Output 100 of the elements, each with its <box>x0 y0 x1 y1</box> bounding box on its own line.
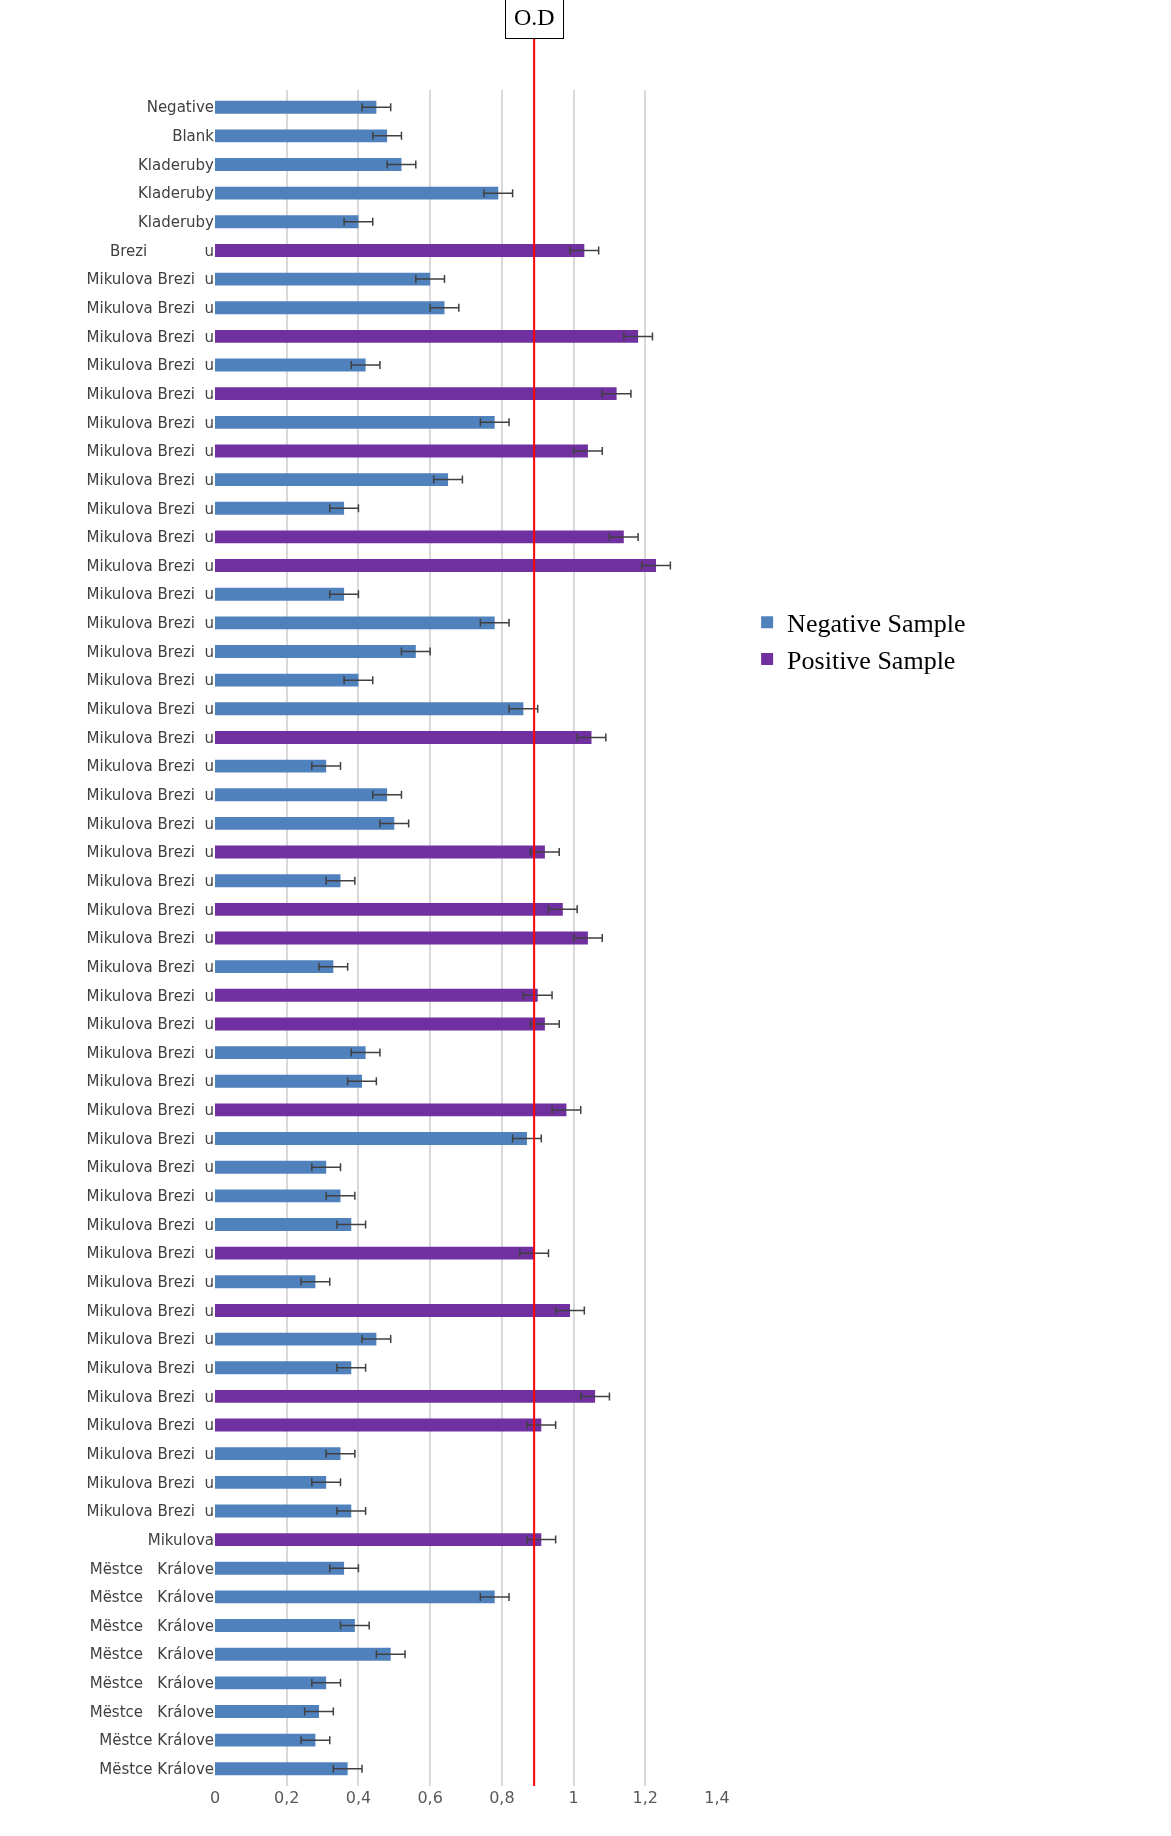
x-tick-label: 1 <box>568 1788 579 1807</box>
y-tick-label: Brezi u <box>109 241 214 260</box>
y-tick-label: Mikulova Brezi u <box>86 929 214 948</box>
bar <box>215 186 499 200</box>
bar <box>215 1475 327 1489</box>
bar <box>215 988 538 1002</box>
bar <box>215 587 345 601</box>
y-tick-label: Mikulova Brezi u <box>86 528 214 547</box>
y-tick-label: Mikulova Brezi u <box>86 1301 214 1320</box>
y-tick-label: Mëstce Králove <box>99 1731 214 1750</box>
y-tick-label: Mikulova Brezi u <box>86 642 214 661</box>
x-tick-label: 1,2 <box>632 1788 659 1807</box>
legend-label: Negative Sample <box>787 609 966 639</box>
y-tick-label: Mikulova Brezi u <box>86 1015 214 1034</box>
bar <box>215 960 334 974</box>
y-tick-label: Mikulova Brezi u <box>86 1358 214 1377</box>
y-tick-label: Mikulova Brezi u <box>86 786 214 805</box>
bar <box>215 1561 345 1575</box>
bar <box>215 358 366 372</box>
bar <box>215 473 449 487</box>
y-tick-label: Mikulova Brezi u <box>86 757 214 776</box>
bar <box>215 874 341 888</box>
bar <box>215 1046 366 1060</box>
bar <box>215 788 388 802</box>
y-tick-label: Mëstce Králove <box>89 1559 214 1578</box>
y-tick-label: Mikulova Brezi u <box>86 671 214 690</box>
y-tick-label: Kladeruby <box>137 155 215 174</box>
bar <box>215 1332 377 1346</box>
bar <box>215 1590 495 1604</box>
y-tick-label: Mikulova Brezi u <box>86 614 214 633</box>
y-tick-label: Blank <box>172 127 215 146</box>
y-tick-label: Mikulova Brezi u <box>86 1043 214 1062</box>
bar <box>215 444 588 458</box>
y-tick-label: Mikulova Brezi u <box>86 1101 214 1120</box>
y-tick-label: Kladeruby <box>137 213 215 232</box>
bar <box>215 387 617 401</box>
y-tick-label: Mikulova Brezi u <box>86 843 214 862</box>
bar <box>215 1447 341 1461</box>
bar <box>215 1647 391 1661</box>
y-tick-label: Mikulova Brezi u <box>86 1387 214 1406</box>
bar <box>215 1533 542 1547</box>
bar <box>215 559 657 573</box>
bar <box>215 1103 567 1117</box>
y-tick-label: Mikulova Brezi u <box>86 470 214 489</box>
y-tick-label: Mikulova Brezi u <box>86 1330 214 1349</box>
bar <box>215 1074 363 1088</box>
x-tick-label: 0,8 <box>489 1788 515 1807</box>
bar <box>215 215 359 229</box>
bar <box>215 673 359 687</box>
bar <box>215 816 395 830</box>
y-tick-label: Mikulova Brezi u <box>86 900 214 919</box>
bar <box>215 1189 341 1203</box>
bar <box>215 1733 316 1747</box>
bar <box>215 1017 545 1031</box>
y-tick-label: Mëstce Králove <box>89 1674 214 1693</box>
y-tick-label: Mikulova Brezi u <box>86 499 214 518</box>
y-tick-label: Mikulova Brezi u <box>86 1273 214 1292</box>
y-tick-label: Mikulova Brezi u <box>86 327 214 346</box>
y-tick-label: Mikulova Brezi u <box>86 871 214 890</box>
bar <box>215 129 388 143</box>
y-tick-label: Mikulova Brezi u <box>86 384 214 403</box>
y-tick-label: Mikulova Brezi u <box>86 1187 214 1206</box>
x-tick-label: 0 <box>209 1788 221 1807</box>
bar <box>215 1418 542 1432</box>
bar <box>215 1619 355 1633</box>
ref-line-label: O.D <box>514 4 555 30</box>
bar <box>215 1218 352 1231</box>
bar <box>215 902 563 916</box>
bar <box>215 645 416 658</box>
y-tick-label: Mikulova Brezi u <box>86 1244 214 1263</box>
y-tick-label: Mikulova Brezi u <box>86 957 214 976</box>
bar <box>215 1361 352 1375</box>
y-tick-label: Kladeruby <box>137 184 215 203</box>
y-tick-label: Mikulova Brezi u <box>86 556 214 575</box>
y-tick-label: Mëstce Králove <box>89 1616 214 1635</box>
y-tick-label: Mikulova Brezi u <box>86 700 214 719</box>
bar <box>215 1246 535 1260</box>
y-tick-label: Mikulova Brezi u <box>86 1215 214 1234</box>
bar <box>215 100 377 114</box>
y-tick-label: Mikulova Brezi u <box>86 1473 214 1492</box>
x-tick-label: 0,6 <box>417 1788 443 1807</box>
y-tick-label: Mikulova <box>147 1530 214 1549</box>
y-tick-label: Mikulova Brezi u <box>86 413 214 432</box>
y-tick-label: Mikulova Brezi u <box>86 585 214 604</box>
y-tick-label: Mëstce Králove <box>99 1760 214 1779</box>
bar <box>215 1676 327 1690</box>
bar <box>215 243 585 257</box>
bar <box>215 1132 527 1145</box>
y-tick-label: Mikulova Brezi u <box>86 1072 214 1091</box>
y-tick-label: Mikulova Brezi u <box>86 986 214 1005</box>
bar <box>215 1303 570 1317</box>
y-tick-label: Mëstce Králove <box>89 1645 214 1664</box>
bar <box>215 301 445 315</box>
y-tick-label: Mikulova Brezi u <box>86 1158 214 1177</box>
legend-label: Positive Sample <box>787 646 956 676</box>
bar <box>215 1504 352 1518</box>
bar <box>215 759 327 773</box>
y-tick-label: Mëstce Králove <box>89 1702 214 1721</box>
bar <box>215 702 524 716</box>
bar <box>215 501 345 515</box>
